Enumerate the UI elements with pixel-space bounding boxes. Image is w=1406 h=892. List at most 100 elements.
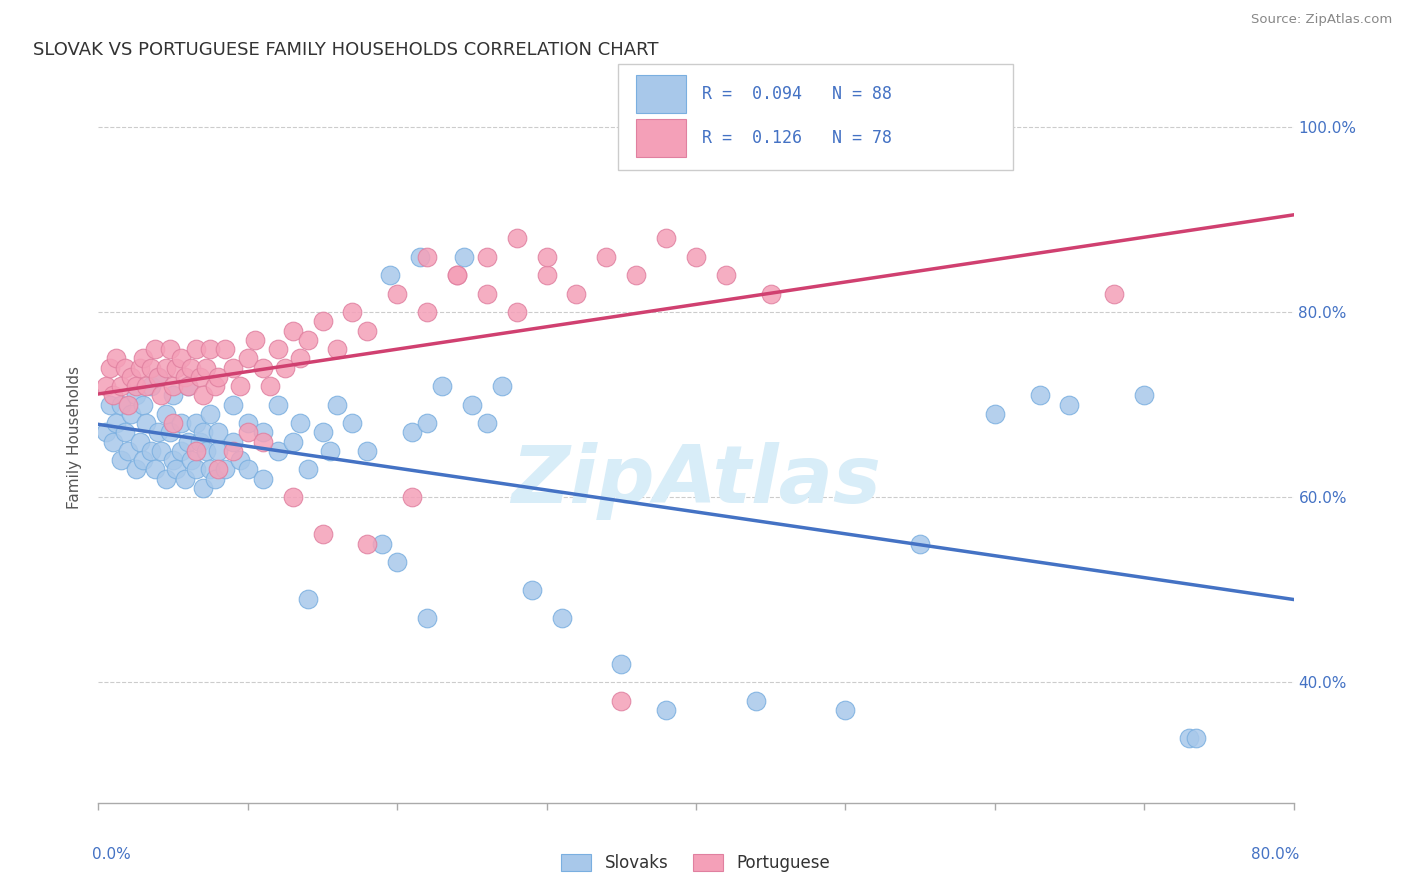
Point bbox=[132, 398, 155, 412]
Point bbox=[236, 425, 259, 440]
Point bbox=[169, 351, 191, 366]
Point bbox=[491, 379, 513, 393]
Point bbox=[120, 407, 142, 421]
Point bbox=[125, 462, 148, 476]
Text: 0.0%: 0.0% bbox=[93, 847, 131, 862]
Point bbox=[356, 324, 378, 338]
Point bbox=[475, 416, 498, 430]
Point bbox=[204, 379, 226, 393]
Point bbox=[155, 472, 177, 486]
Point bbox=[252, 360, 274, 375]
Point bbox=[165, 462, 187, 476]
Point bbox=[610, 657, 633, 671]
Text: R =  0.094   N = 88: R = 0.094 N = 88 bbox=[702, 85, 891, 103]
Point bbox=[281, 434, 304, 449]
Point bbox=[416, 416, 439, 430]
Point bbox=[385, 555, 409, 569]
Point bbox=[214, 342, 236, 356]
Text: Source: ZipAtlas.com: Source: ZipAtlas.com bbox=[1251, 13, 1392, 27]
Point bbox=[475, 286, 498, 301]
Point bbox=[207, 462, 229, 476]
Point bbox=[139, 444, 162, 458]
Point bbox=[626, 268, 648, 282]
Point bbox=[184, 444, 207, 458]
Point bbox=[356, 444, 378, 458]
Point bbox=[148, 370, 170, 384]
Point bbox=[408, 250, 430, 264]
Text: SLOVAK VS PORTUGUESE FAMILY HOUSEHOLDS CORRELATION CHART: SLOVAK VS PORTUGUESE FAMILY HOUSEHOLDS C… bbox=[32, 41, 658, 59]
Point bbox=[759, 286, 782, 301]
Point bbox=[267, 342, 290, 356]
Point bbox=[162, 388, 184, 402]
Point bbox=[204, 472, 226, 486]
Point bbox=[297, 462, 319, 476]
Point bbox=[110, 398, 132, 412]
Point bbox=[100, 398, 122, 412]
Point bbox=[236, 462, 259, 476]
Point bbox=[177, 379, 200, 393]
Point bbox=[159, 342, 181, 356]
Point bbox=[655, 231, 678, 245]
Point bbox=[174, 472, 197, 486]
Point bbox=[610, 694, 633, 708]
Point bbox=[446, 268, 468, 282]
Point bbox=[834, 703, 856, 717]
Point bbox=[1178, 731, 1201, 745]
Point bbox=[319, 444, 342, 458]
Point bbox=[155, 407, 177, 421]
Point bbox=[745, 694, 768, 708]
Point bbox=[984, 407, 1007, 421]
Point bbox=[165, 360, 187, 375]
Point bbox=[655, 703, 678, 717]
Point bbox=[195, 444, 218, 458]
Point bbox=[595, 250, 617, 264]
Point bbox=[1059, 398, 1081, 412]
Point bbox=[267, 398, 290, 412]
Point bbox=[342, 305, 364, 319]
Point bbox=[148, 370, 170, 384]
Point bbox=[1133, 388, 1156, 402]
Point bbox=[252, 425, 274, 440]
Point bbox=[180, 453, 202, 467]
Point bbox=[184, 462, 207, 476]
Point bbox=[162, 453, 184, 467]
Point bbox=[162, 379, 184, 393]
Point bbox=[120, 370, 142, 384]
Point bbox=[184, 416, 207, 430]
Text: ZipAtlas: ZipAtlas bbox=[510, 442, 882, 520]
Point bbox=[259, 379, 281, 393]
Point bbox=[188, 434, 211, 449]
Text: R =  0.126   N = 78: R = 0.126 N = 78 bbox=[702, 129, 891, 147]
Point bbox=[103, 434, 125, 449]
Point bbox=[245, 333, 267, 347]
Point bbox=[536, 250, 558, 264]
Point bbox=[207, 370, 229, 384]
FancyBboxPatch shape bbox=[619, 64, 1012, 170]
Point bbox=[416, 305, 439, 319]
Point bbox=[132, 453, 155, 467]
Point bbox=[174, 370, 197, 384]
Point bbox=[506, 305, 529, 319]
Point bbox=[117, 398, 139, 412]
Legend: Slovaks, Portuguese: Slovaks, Portuguese bbox=[555, 847, 837, 879]
Point bbox=[117, 444, 139, 458]
Point bbox=[195, 360, 218, 375]
Point bbox=[143, 342, 166, 356]
Point bbox=[110, 379, 132, 393]
Point bbox=[139, 360, 162, 375]
Point bbox=[114, 360, 136, 375]
Point bbox=[297, 592, 319, 607]
Point bbox=[125, 379, 148, 393]
Point bbox=[139, 379, 162, 393]
Point bbox=[150, 444, 173, 458]
Point bbox=[132, 351, 155, 366]
Point bbox=[207, 425, 229, 440]
Point bbox=[150, 388, 173, 402]
Point bbox=[110, 453, 132, 467]
Point bbox=[385, 286, 409, 301]
Point bbox=[222, 398, 245, 412]
Point bbox=[252, 434, 274, 449]
Point bbox=[129, 360, 152, 375]
Point bbox=[342, 416, 364, 430]
Point bbox=[207, 444, 229, 458]
